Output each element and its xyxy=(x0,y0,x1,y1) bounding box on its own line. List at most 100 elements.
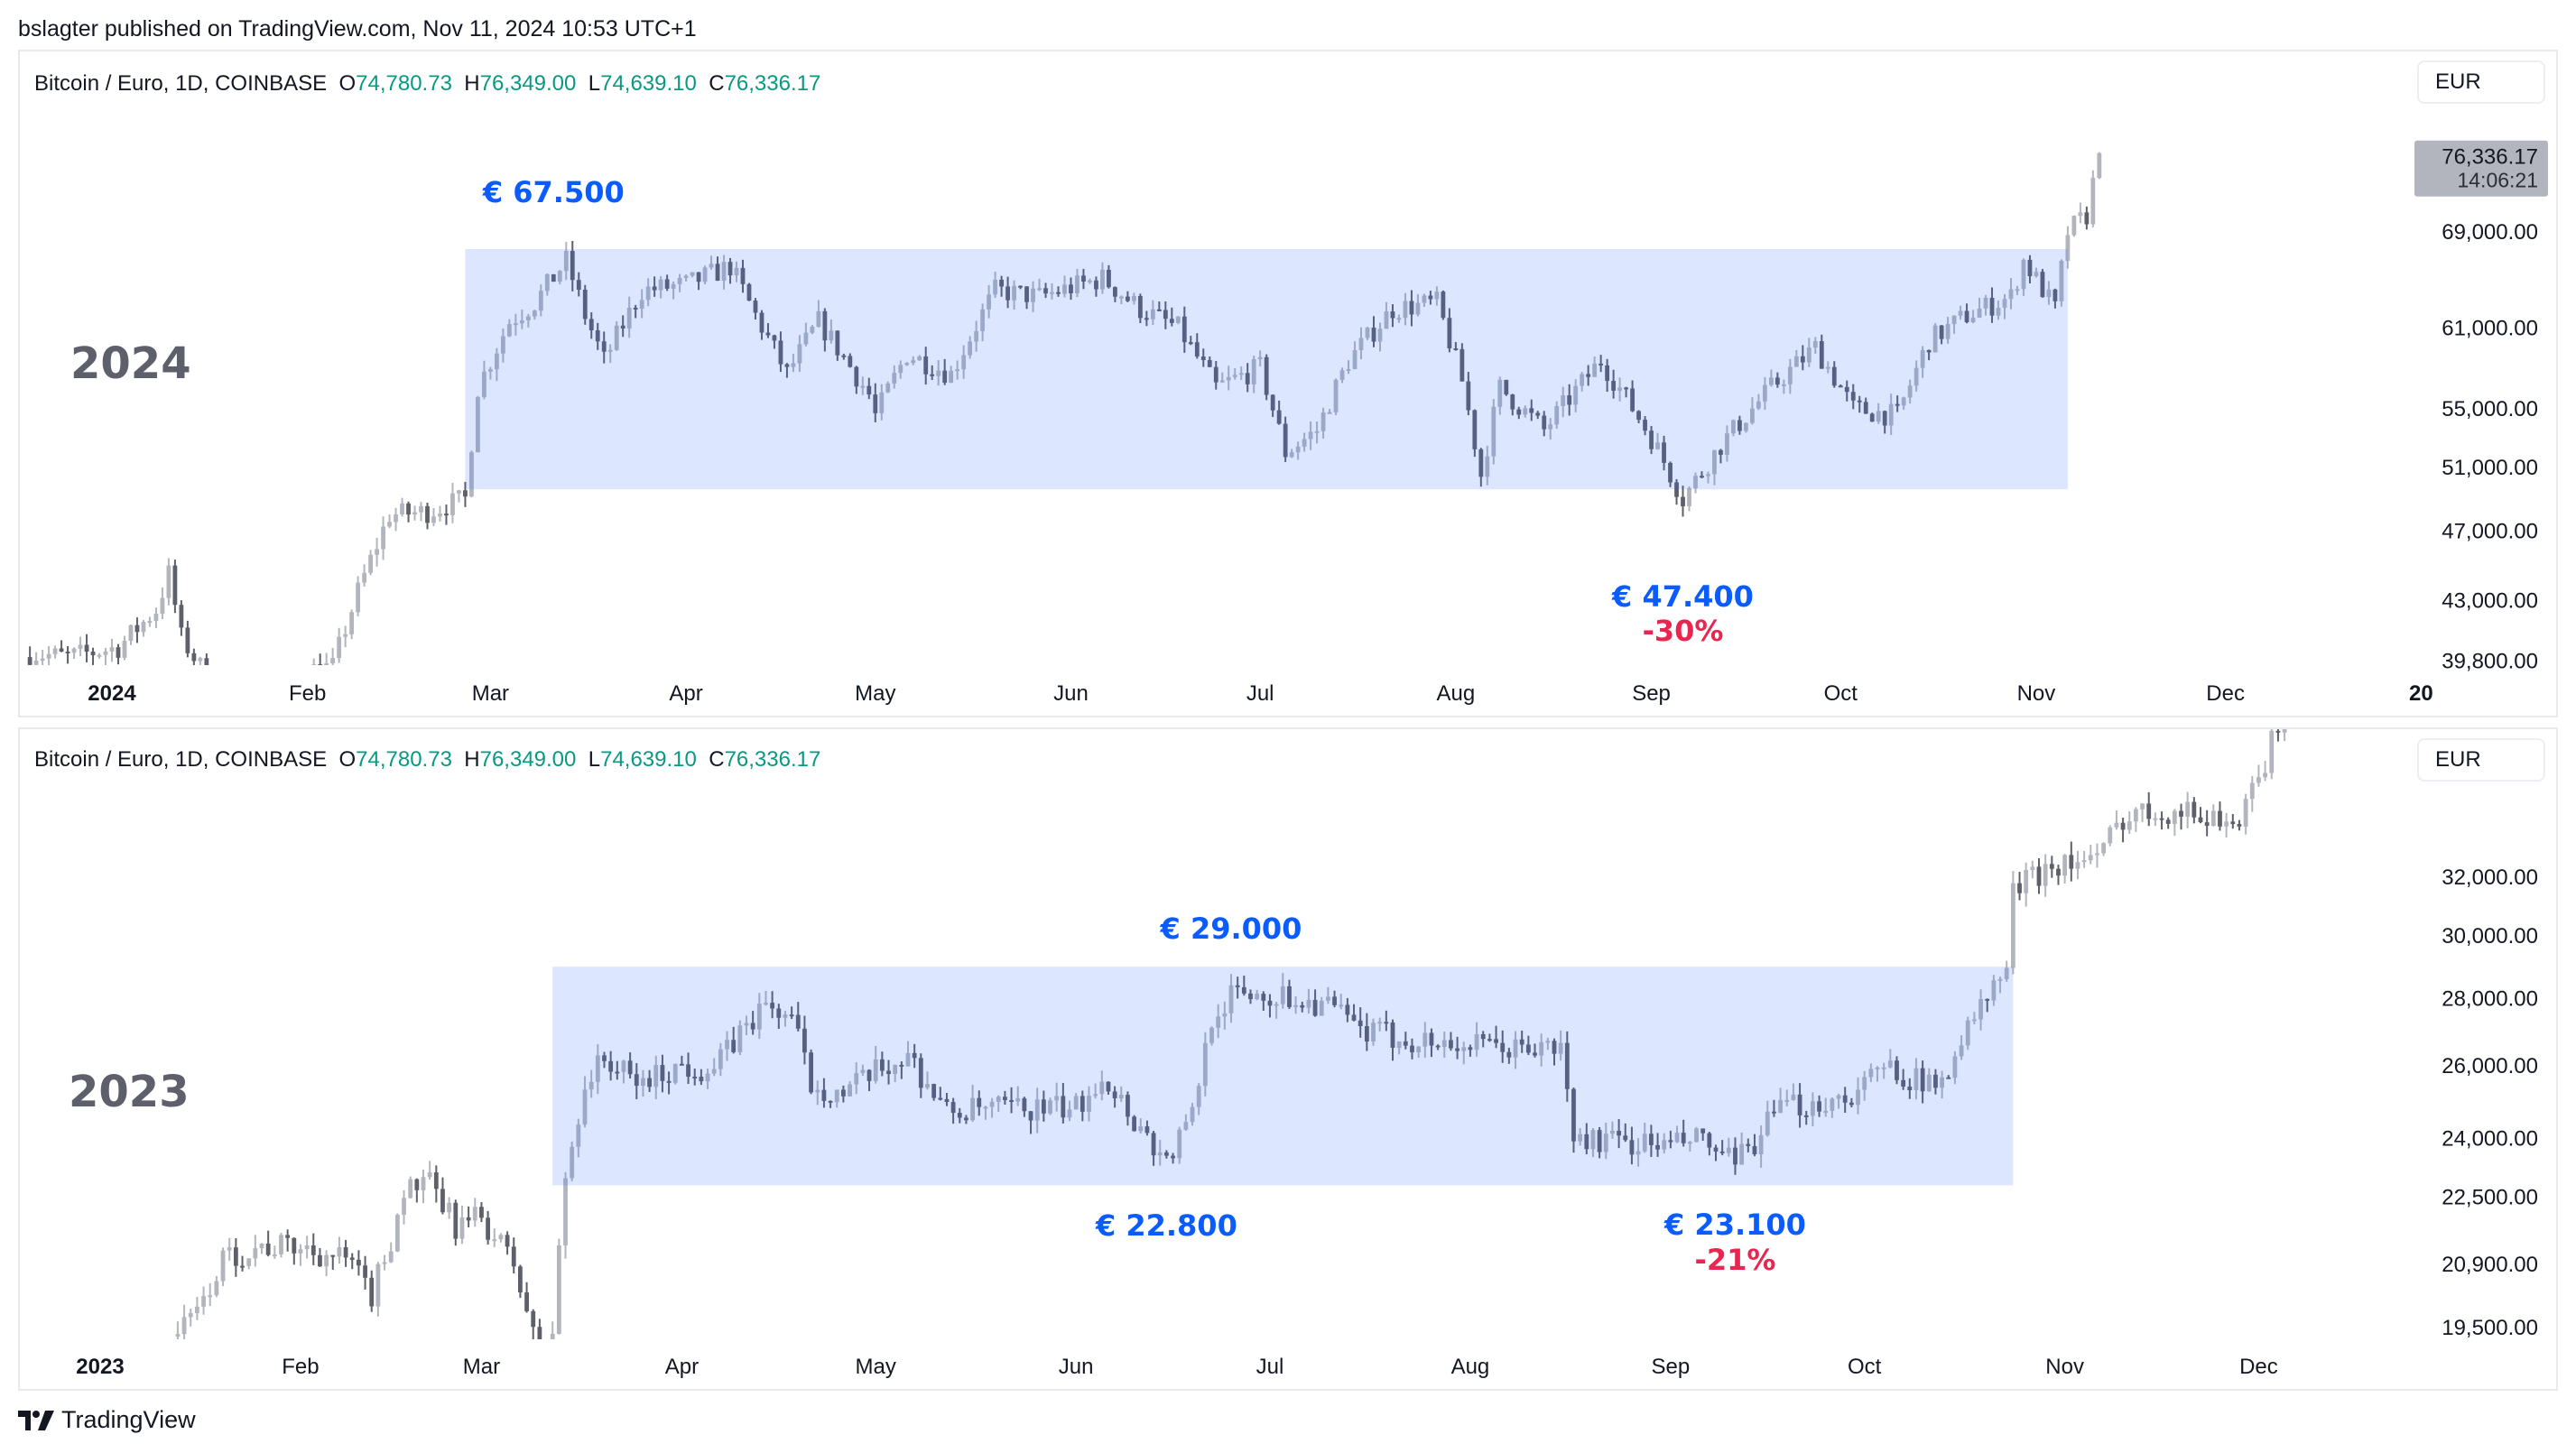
price-level-label[interactable]: € 47.400 xyxy=(1612,578,1754,614)
price-level-label[interactable]: € 29.000 xyxy=(1160,912,1302,947)
candle xyxy=(330,647,336,665)
candle xyxy=(686,1052,690,1085)
candle xyxy=(1590,1127,1596,1158)
candle xyxy=(725,1031,729,1061)
candle xyxy=(955,360,960,380)
candle xyxy=(1293,996,1298,1014)
candle xyxy=(1598,355,1604,373)
candle xyxy=(1693,472,1698,494)
candle xyxy=(944,1093,950,1106)
price-level-label[interactable]: € 67.500 xyxy=(482,175,625,210)
candle xyxy=(1459,343,1465,382)
candle xyxy=(1719,449,1723,464)
candle xyxy=(1746,1138,1751,1152)
y-tick-label: 22,500.00 xyxy=(2442,1186,2538,1210)
candle xyxy=(532,310,537,320)
candle xyxy=(899,1061,904,1079)
candle xyxy=(427,1161,432,1180)
candle xyxy=(2243,793,2248,835)
candle xyxy=(1061,1082,1066,1124)
candle xyxy=(1623,1123,1628,1143)
candle xyxy=(879,384,885,421)
candle xyxy=(1939,325,1944,345)
candle xyxy=(1276,400,1282,425)
range-box[interactable] xyxy=(465,248,2068,490)
candle xyxy=(1125,291,1130,302)
candle xyxy=(1213,361,1219,390)
candle xyxy=(2027,255,2033,284)
candle xyxy=(97,652,102,659)
candle xyxy=(463,481,468,507)
candle xyxy=(1453,341,1459,351)
x-tick-label: Dec xyxy=(2206,681,2245,706)
candle xyxy=(1516,406,1522,420)
chart-panel-2023[interactable]: Bitcoin / Euro, 1D, COINBASE O74,780.73 … xyxy=(18,727,2558,1391)
candle xyxy=(479,1202,484,1223)
tradingview-logo[interactable]: TradingView xyxy=(18,1406,196,1434)
candle xyxy=(1977,297,1982,319)
candle xyxy=(1687,1141,1692,1152)
candle xyxy=(2097,152,2102,180)
candle xyxy=(1156,301,1162,312)
candle xyxy=(1791,1083,1796,1101)
candle xyxy=(595,322,600,350)
currency-button[interactable]: EUR xyxy=(2417,738,2545,782)
candle xyxy=(292,1237,297,1265)
candle xyxy=(923,347,929,385)
candle xyxy=(816,300,821,328)
candle xyxy=(759,310,764,340)
candle xyxy=(421,1170,426,1204)
x-tick-label: Sep xyxy=(1632,681,1671,706)
candle xyxy=(1662,1133,1667,1154)
candle xyxy=(2034,267,2039,278)
candle xyxy=(1862,1070,1867,1101)
candle xyxy=(2095,843,2099,868)
candle xyxy=(1222,1001,1228,1030)
candle xyxy=(494,347,499,382)
range-box[interactable] xyxy=(552,967,2014,1186)
candle xyxy=(267,699,272,721)
candle xyxy=(1054,1082,1060,1112)
candle xyxy=(797,335,802,373)
candle xyxy=(1449,1032,1453,1051)
price-level-label[interactable]: € 23.100 xyxy=(1664,1207,1806,1242)
candle xyxy=(1113,286,1117,302)
chart-panel-2024[interactable]: Bitcoin / Euro, 1D, COINBASE O74,780.73 … xyxy=(18,50,2558,717)
candle xyxy=(280,678,284,699)
candle xyxy=(71,647,77,659)
candle xyxy=(2081,850,2087,868)
close-value: 76,336.17 xyxy=(724,71,821,96)
price-level-label[interactable]: € 22.800 xyxy=(1095,1208,1237,1243)
candle xyxy=(2230,814,2236,829)
candle xyxy=(974,320,979,352)
candle xyxy=(272,1245,277,1259)
candle xyxy=(1545,1037,1551,1050)
drawdown-label[interactable]: -21% xyxy=(1694,1243,1776,1278)
candle xyxy=(1390,1019,1395,1061)
currency-button[interactable]: EUR xyxy=(2417,60,2545,104)
low-value: 74,639.10 xyxy=(600,71,697,96)
candle xyxy=(2090,170,2096,227)
candle xyxy=(2108,825,2113,847)
candle xyxy=(1611,369,1617,399)
candle xyxy=(160,587,165,620)
candle xyxy=(498,1233,504,1243)
candle xyxy=(304,1236,310,1259)
candle xyxy=(2008,278,2014,310)
candle xyxy=(1308,421,1313,450)
candle xyxy=(2328,664,2332,687)
candle xyxy=(1888,393,1894,436)
candle xyxy=(647,1069,652,1092)
candle xyxy=(1428,291,1433,305)
candle xyxy=(750,1011,755,1035)
drawdown-label[interactable]: -30% xyxy=(1642,614,1724,649)
candle xyxy=(1713,1144,1719,1161)
candle xyxy=(615,1060,620,1080)
candle xyxy=(1875,1066,1880,1082)
candle xyxy=(626,296,632,338)
candle xyxy=(324,652,329,665)
candle xyxy=(1564,1031,1570,1102)
candle xyxy=(570,240,575,292)
candle xyxy=(259,1243,264,1254)
candle xyxy=(1087,1086,1091,1122)
